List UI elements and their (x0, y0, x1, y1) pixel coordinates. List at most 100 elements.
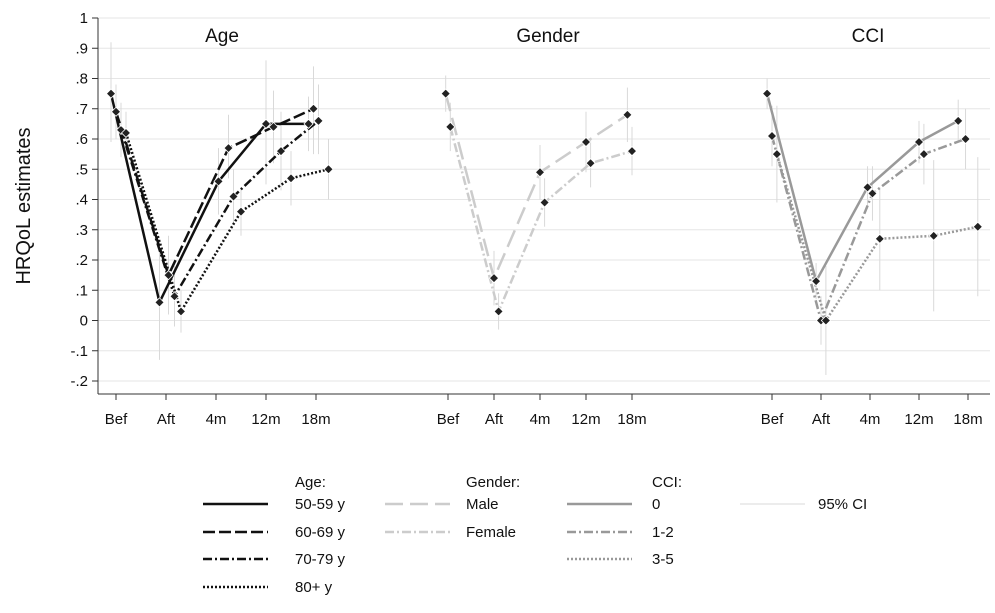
y-tick-label: .1 (75, 282, 88, 299)
panel-title: Gender (516, 26, 580, 47)
y-tick-label: .3 (75, 222, 88, 239)
legend-label: Female (466, 524, 516, 541)
x-tick-label: 12m (571, 411, 600, 428)
data-point (154, 297, 165, 308)
panel-title: Age (205, 26, 239, 47)
y-tick-label: 1 (80, 10, 88, 27)
legend-label: 1-2 (652, 524, 674, 541)
x-tick-label: 18m (301, 411, 330, 428)
data-point (110, 106, 122, 117)
data-point (874, 233, 885, 244)
data-point (445, 121, 456, 132)
legend-column: CCI: 0 1-2 3-5 (567, 474, 682, 568)
x-tick-label: 4m (860, 411, 881, 428)
data-point (228, 191, 239, 202)
data-point (488, 273, 500, 284)
legend: Age: 50-59 y 60-69 y 70-79 y 80+ y Gender: Mal… (203, 474, 867, 596)
panels: Age Gender CCI (105, 26, 983, 375)
data-point (771, 149, 782, 160)
data-point (626, 146, 638, 157)
x-tick-label: 18m (953, 411, 982, 428)
x-tick-label: 18m (617, 411, 646, 428)
x-tick-label: Bef (761, 411, 784, 428)
y-tick-label: .7 (75, 101, 88, 118)
legend-label: 60-69 y (295, 524, 346, 541)
y-axis: 1 .9 .8 .7 .6 .5 .4 .3 .2 .1 0 -.1 -.2 HRQoL estimate… (13, 10, 99, 394)
data-point (175, 306, 187, 317)
series-line (775, 153, 979, 322)
y-tick-label: .5 (75, 161, 88, 178)
data-point (820, 315, 831, 326)
panel-title: CCI (852, 26, 885, 47)
data-point (260, 118, 272, 129)
legend-column: Gender: Male Female (385, 474, 520, 541)
data-point (268, 121, 279, 132)
data-point (862, 182, 873, 193)
y-tick-label: .8 (75, 71, 88, 88)
data-point (308, 103, 319, 114)
x-tick-label: 4m (206, 411, 227, 428)
series-line (119, 119, 320, 298)
y-axis-title: HRQoL estimates (13, 127, 35, 284)
data-point (285, 173, 297, 184)
legend-label: 70-79 y (295, 551, 346, 568)
data-point (120, 127, 132, 139)
legend-title: Gender: (466, 474, 520, 491)
x-tick-label: Bef (105, 411, 128, 428)
legend-label: Male (466, 496, 499, 513)
x-tick-label: 12m (251, 411, 280, 428)
legend-title: Age: (295, 474, 326, 491)
data-point (953, 115, 964, 126)
data-point (440, 88, 451, 99)
series-line (114, 107, 315, 277)
y-tick-label: .9 (75, 40, 88, 57)
legend-column: Age: 50-59 y 60-69 y 70-79 y 80+ y (203, 474, 346, 596)
y-tick-label: 0 (80, 313, 88, 330)
data-point (539, 197, 550, 208)
x-tick-label: Aft (157, 411, 176, 428)
data-point (622, 109, 633, 120)
legend-label: 50-59 y (295, 496, 346, 513)
legend-label: 0 (652, 496, 660, 513)
data-point (580, 136, 592, 148)
x-tick-label: Aft (812, 411, 831, 428)
panel-age: Age (105, 26, 334, 360)
data-point (913, 136, 925, 148)
x-tick-label: Aft (485, 411, 504, 428)
data-point (275, 146, 287, 157)
data-point (534, 167, 546, 178)
x-tick-label: 12m (904, 411, 933, 428)
data-point (493, 306, 504, 317)
x-axis: Bef Aft 4m 12m 18m Bef Aft 4m 12m 18m Bef Aft 4m 12m 1… (98, 393, 990, 428)
data-point (972, 221, 983, 232)
series-line (109, 93, 309, 304)
x-tick-label: 4m (530, 411, 551, 428)
data-point (223, 143, 234, 154)
data-point (811, 276, 822, 287)
series-line (444, 93, 629, 280)
data-point (235, 206, 247, 217)
data-point (960, 133, 971, 145)
data-point (585, 158, 596, 169)
legend-label: 95% CI (818, 496, 867, 513)
x-tick-label: Bef (437, 411, 460, 428)
y-tick-label: -.2 (70, 373, 88, 390)
data-point (313, 115, 324, 126)
data-point (918, 149, 929, 160)
series-line (124, 132, 329, 313)
y-tick-label: .6 (75, 131, 88, 148)
data-point (169, 291, 180, 302)
legend-title: CCI: (652, 474, 682, 491)
data-point (928, 230, 939, 241)
y-tick-label: .2 (75, 252, 88, 269)
data-point (762, 88, 773, 99)
panel-cci: CCI (762, 26, 983, 375)
data-point (766, 130, 778, 142)
data-point (323, 164, 334, 175)
legend-label: 3-5 (652, 551, 674, 568)
data-point (213, 176, 224, 187)
y-tick-label: .4 (75, 192, 88, 209)
data-point (303, 118, 314, 129)
data-point (867, 188, 878, 199)
